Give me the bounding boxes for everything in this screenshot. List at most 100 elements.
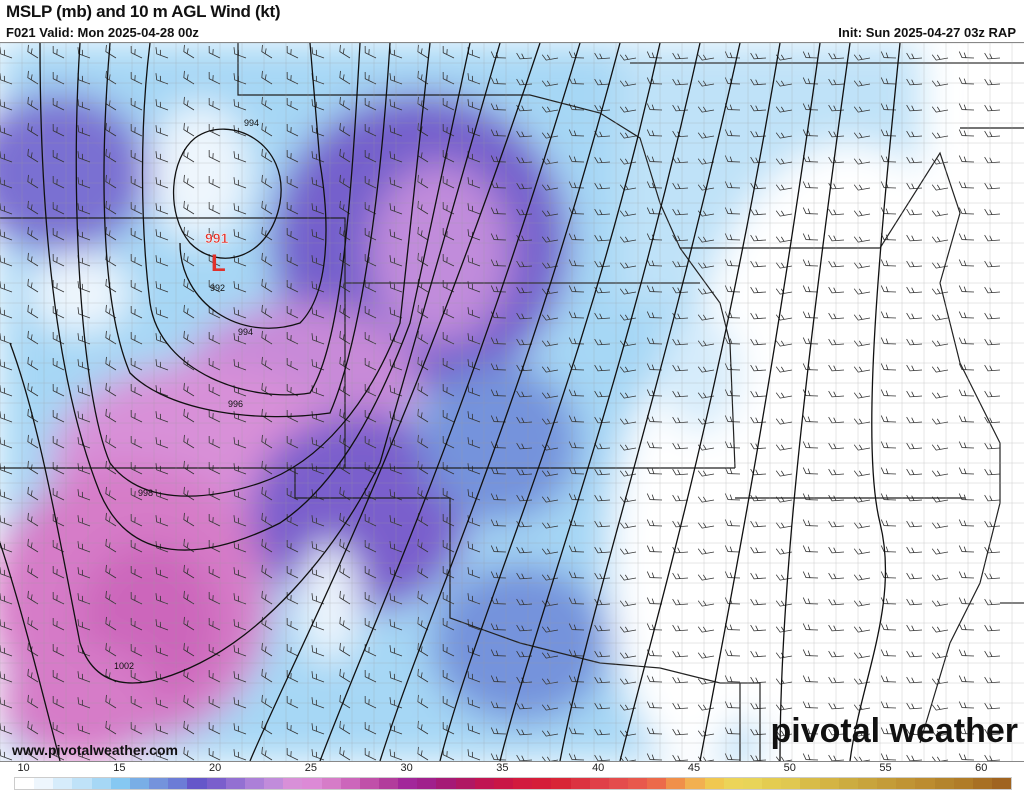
wind-barb bbox=[697, 132, 715, 139]
wind-barb bbox=[828, 78, 845, 86]
wind-barb bbox=[541, 678, 559, 685]
wind-barb bbox=[594, 754, 611, 761]
wind-barb bbox=[233, 489, 247, 501]
wind-barb bbox=[672, 494, 689, 502]
wind-barb bbox=[541, 548, 559, 555]
wind-barb bbox=[130, 280, 143, 293]
wind-barb bbox=[906, 572, 923, 580]
wind-barb bbox=[233, 203, 247, 215]
colorbar-swatch bbox=[589, 778, 609, 789]
wind-barb bbox=[208, 176, 221, 189]
wind-barb bbox=[155, 281, 169, 293]
wind-barb bbox=[697, 392, 715, 399]
wind-barb bbox=[541, 106, 559, 113]
wind-barb bbox=[155, 411, 169, 423]
wind-barb bbox=[364, 280, 377, 293]
wind-barb bbox=[646, 493, 663, 501]
wind-barb bbox=[311, 723, 325, 735]
wind-barb bbox=[467, 697, 481, 709]
wind-barb bbox=[130, 228, 143, 241]
wind-barb bbox=[77, 125, 91, 137]
wind-barb bbox=[233, 515, 247, 527]
colorbar-swatch bbox=[742, 778, 763, 789]
wind-barb bbox=[467, 541, 481, 553]
wind-barb bbox=[339, 668, 351, 683]
wind-barb bbox=[155, 437, 169, 449]
wind-barb bbox=[389, 151, 403, 163]
wind-barb bbox=[208, 514, 221, 527]
wind-barb bbox=[619, 366, 637, 373]
wind-barb bbox=[931, 366, 949, 373]
colorbar-swatch bbox=[666, 778, 686, 789]
colorbar-swatch bbox=[972, 778, 992, 789]
wind-barb bbox=[750, 52, 767, 60]
wind-barb bbox=[364, 722, 377, 735]
wind-barb bbox=[750, 286, 767, 294]
wind-barb bbox=[155, 489, 169, 501]
wind-barb bbox=[467, 749, 481, 761]
colorbar-swatch bbox=[953, 778, 973, 789]
wind-barb bbox=[27, 122, 39, 137]
wind-barb bbox=[0, 411, 13, 423]
wind-barb bbox=[619, 522, 637, 529]
wind-barb bbox=[828, 338, 845, 346]
wind-barb bbox=[364, 124, 377, 137]
wind-barb bbox=[233, 697, 247, 709]
wind-barb bbox=[467, 645, 481, 657]
wind-barb bbox=[27, 304, 39, 319]
wind-barb bbox=[931, 730, 949, 737]
wind-barb bbox=[130, 306, 143, 319]
wind-barb bbox=[619, 756, 637, 761]
wind-barb bbox=[775, 262, 793, 269]
wind-barb bbox=[906, 468, 923, 476]
wind-barb bbox=[0, 515, 13, 527]
wind-barb bbox=[52, 254, 65, 267]
wind-barb bbox=[958, 571, 975, 579]
wind-speed-colorbar bbox=[14, 777, 1012, 790]
colorbar-swatch bbox=[934, 778, 954, 789]
colorbar-swatch bbox=[800, 778, 820, 789]
wind-barb bbox=[594, 702, 611, 710]
colorbar-swatch bbox=[877, 778, 897, 789]
weather-map[interactable]: 994 992 994 996 998 1002 991 L bbox=[0, 42, 1024, 762]
wind-barb bbox=[828, 286, 845, 294]
wind-barb bbox=[750, 468, 767, 476]
wind-barb bbox=[339, 148, 351, 163]
wind-barb bbox=[958, 129, 975, 137]
wind-barb bbox=[339, 746, 351, 761]
wind-barb bbox=[594, 338, 611, 346]
wind-barb bbox=[311, 47, 325, 59]
colorbar-tick-label: 30 bbox=[400, 762, 413, 774]
wind-barb bbox=[233, 151, 247, 163]
wind-barb bbox=[389, 489, 403, 501]
wind-barb bbox=[541, 54, 559, 61]
wind-barb bbox=[183, 44, 195, 59]
wind-barb bbox=[208, 254, 221, 267]
wind-barb bbox=[906, 390, 923, 398]
wind-barb bbox=[442, 228, 455, 241]
colorbar-swatch bbox=[340, 778, 360, 789]
wind-barb bbox=[233, 671, 247, 683]
colorbar-tick-label: 45 bbox=[687, 762, 701, 774]
wind-barb bbox=[828, 572, 845, 580]
colorbar-tick-label: 35 bbox=[496, 762, 509, 774]
wind-barb bbox=[52, 618, 65, 631]
wind-barb bbox=[880, 467, 897, 475]
colorbar-swatch bbox=[608, 778, 628, 789]
wind-barb bbox=[697, 288, 715, 295]
wind-barb bbox=[906, 78, 923, 86]
wind-barb bbox=[958, 233, 975, 241]
wind-barb bbox=[77, 333, 91, 345]
wind-barb bbox=[339, 122, 351, 137]
wind-barb bbox=[880, 727, 897, 735]
wind-barb bbox=[364, 228, 377, 241]
colorbar-tick-label: 50 bbox=[783, 762, 796, 774]
wind-barb bbox=[931, 236, 949, 243]
wind-barb bbox=[233, 645, 247, 657]
isobar-label: 994 bbox=[244, 118, 259, 128]
wind-barb bbox=[672, 312, 689, 320]
wind-barb bbox=[339, 590, 351, 605]
wind-barb bbox=[364, 514, 377, 527]
colorbar-ticks: 10 15 20 25 30 35 40 45 50 55 60 bbox=[0, 762, 1024, 776]
wind-barb bbox=[311, 619, 325, 631]
